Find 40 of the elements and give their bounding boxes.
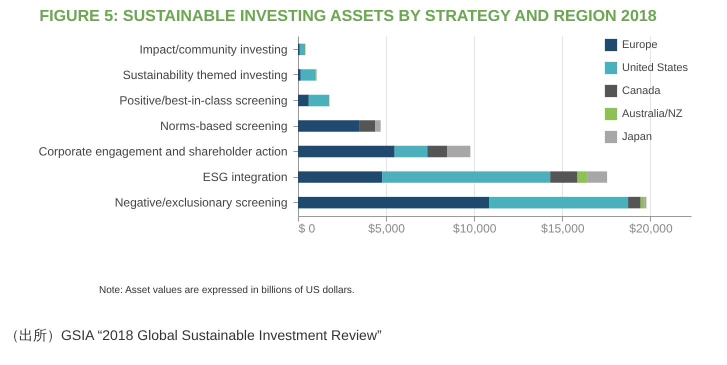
bar	[447, 146, 470, 158]
y-tick-label: Impact/community investing	[139, 42, 288, 56]
bar	[298, 171, 382, 183]
text: Note: Asset values are expressed in billions of US dollars.	[99, 285, 355, 296]
bar	[489, 196, 628, 208]
legend-label: Canada	[622, 85, 662, 97]
x-tick-label: $ 0	[298, 222, 316, 236]
bar	[360, 120, 376, 132]
chart-title: FIGURE 5: SUSTAINABLE INVESTING ASSETS BY STRATEGY AND REGION 2018	[39, 8, 657, 25]
bar	[382, 171, 550, 183]
legend-label: Australia/NZ	[622, 108, 683, 120]
bar	[577, 171, 588, 183]
text: （出所）GSIA “2018 Global Sustainable Investment Review”	[5, 327, 382, 343]
legend-label: Japan	[622, 131, 652, 143]
y-tick-label: Negative/exclusionary screening	[114, 196, 288, 210]
legend-label: Europe	[622, 39, 658, 51]
y-tick-label: Sustainability themed investing	[122, 68, 288, 82]
bar	[375, 120, 381, 132]
y-tick-label: Norms-based screening	[160, 119, 288, 133]
bar	[298, 94, 309, 106]
bar	[300, 44, 306, 56]
bar	[587, 171, 608, 183]
bar	[298, 196, 490, 208]
y-tick-label: Positive/best-in-class screening	[119, 93, 288, 108]
legend-label: United States	[622, 62, 689, 74]
bar	[298, 120, 360, 132]
bar	[394, 146, 428, 158]
bar	[550, 171, 578, 183]
bar	[628, 196, 640, 208]
bar	[428, 146, 448, 158]
x-tick-label: $10,000	[453, 222, 497, 236]
y-tick-label: ESG integration	[202, 170, 288, 184]
bar	[298, 146, 394, 158]
x-tick-label: $20,000	[629, 222, 673, 236]
bar	[640, 196, 644, 208]
y-tick-label: Corporate engagement and shareholder action	[38, 144, 288, 159]
x-tick-label: $5,000	[368, 222, 406, 236]
x-tick-label: $15,000	[541, 222, 585, 236]
bar	[308, 94, 330, 106]
bar	[300, 69, 316, 81]
